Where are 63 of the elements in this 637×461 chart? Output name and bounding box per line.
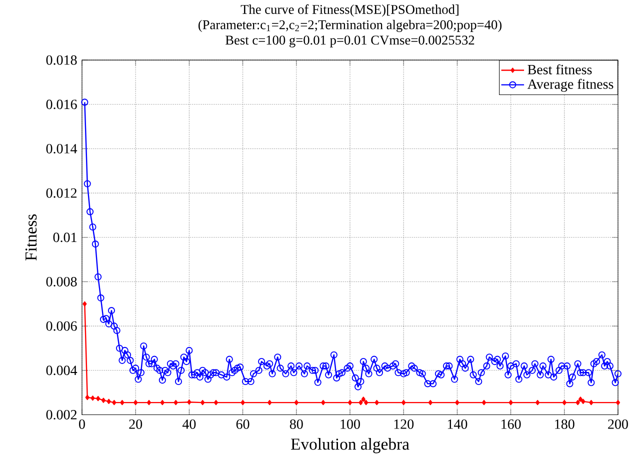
y-tick-label: 0.004	[46, 366, 78, 376]
x-tick-label: 20	[129, 420, 142, 430]
x-axis-title: Evolution algebra	[291, 438, 410, 454]
point	[482, 400, 486, 406]
chart-subtitle: (Parameter:c$_{1}$=2,c$_{2}$=2;Termination algebra=200;pop=40)	[198, 20, 502, 32]
y-axis-title: Fitness	[25, 214, 37, 261]
point	[348, 400, 352, 406]
x-tick-label: 60	[236, 420, 250, 430]
point	[562, 400, 566, 406]
point	[106, 398, 111, 404]
point	[187, 400, 192, 405]
point	[364, 400, 368, 406]
point	[428, 400, 432, 406]
x-tick-label: 40	[182, 420, 196, 430]
point	[294, 400, 298, 406]
point	[146, 400, 152, 406]
point	[134, 400, 138, 406]
point	[402, 400, 406, 406]
x-tick-label: 140	[448, 420, 468, 430]
point	[455, 400, 460, 406]
point	[508, 400, 513, 406]
point	[214, 400, 218, 406]
y-tick-label: 0.01	[53, 232, 76, 242]
y-tick-label: 0.002	[46, 410, 77, 420]
point	[240, 400, 245, 406]
point	[160, 400, 164, 406]
x-tick-label: 80	[290, 420, 303, 430]
point	[589, 400, 594, 406]
legend-label: Average fitness	[527, 79, 614, 92]
point	[358, 400, 363, 406]
point	[85, 394, 90, 400]
point	[578, 396, 583, 402]
y-tick-label: 0.014	[46, 144, 78, 154]
y-tick-label: 0.008	[46, 277, 77, 287]
text: Best c=100 g=0.01 p=0.01 CVmse=0.0025532	[226, 36, 474, 48]
y-tick-label: 0.012	[46, 188, 77, 198]
y-tick-label: 0.006	[46, 321, 77, 331]
point	[361, 396, 366, 402]
point	[101, 398, 106, 404]
x-tick-label: 100	[340, 420, 360, 430]
chart-title: The curve of Fitness(MSE)[PSOmethod]	[240, 4, 458, 17]
point	[321, 400, 326, 406]
point	[90, 396, 95, 401]
point	[616, 400, 620, 406]
point	[112, 400, 116, 406]
point	[536, 400, 540, 406]
point	[576, 400, 580, 406]
x-tick-label: 120	[394, 420, 414, 430]
y-tick-label: 0.018	[46, 55, 77, 65]
y-tick-label: 0.016	[46, 100, 77, 110]
point	[82, 301, 87, 307]
x-tick-label: 180	[555, 420, 574, 430]
point	[96, 396, 100, 402]
x-tick-label: 160	[502, 420, 521, 430]
x-tick-label: 200	[608, 420, 628, 430]
point	[374, 400, 379, 406]
point	[174, 400, 178, 406]
legend-label: Best fitness	[528, 64, 592, 74]
point	[120, 400, 124, 406]
x-tick-label: 0	[79, 420, 85, 430]
point	[200, 400, 205, 406]
point	[268, 400, 272, 406]
point	[581, 398, 586, 404]
